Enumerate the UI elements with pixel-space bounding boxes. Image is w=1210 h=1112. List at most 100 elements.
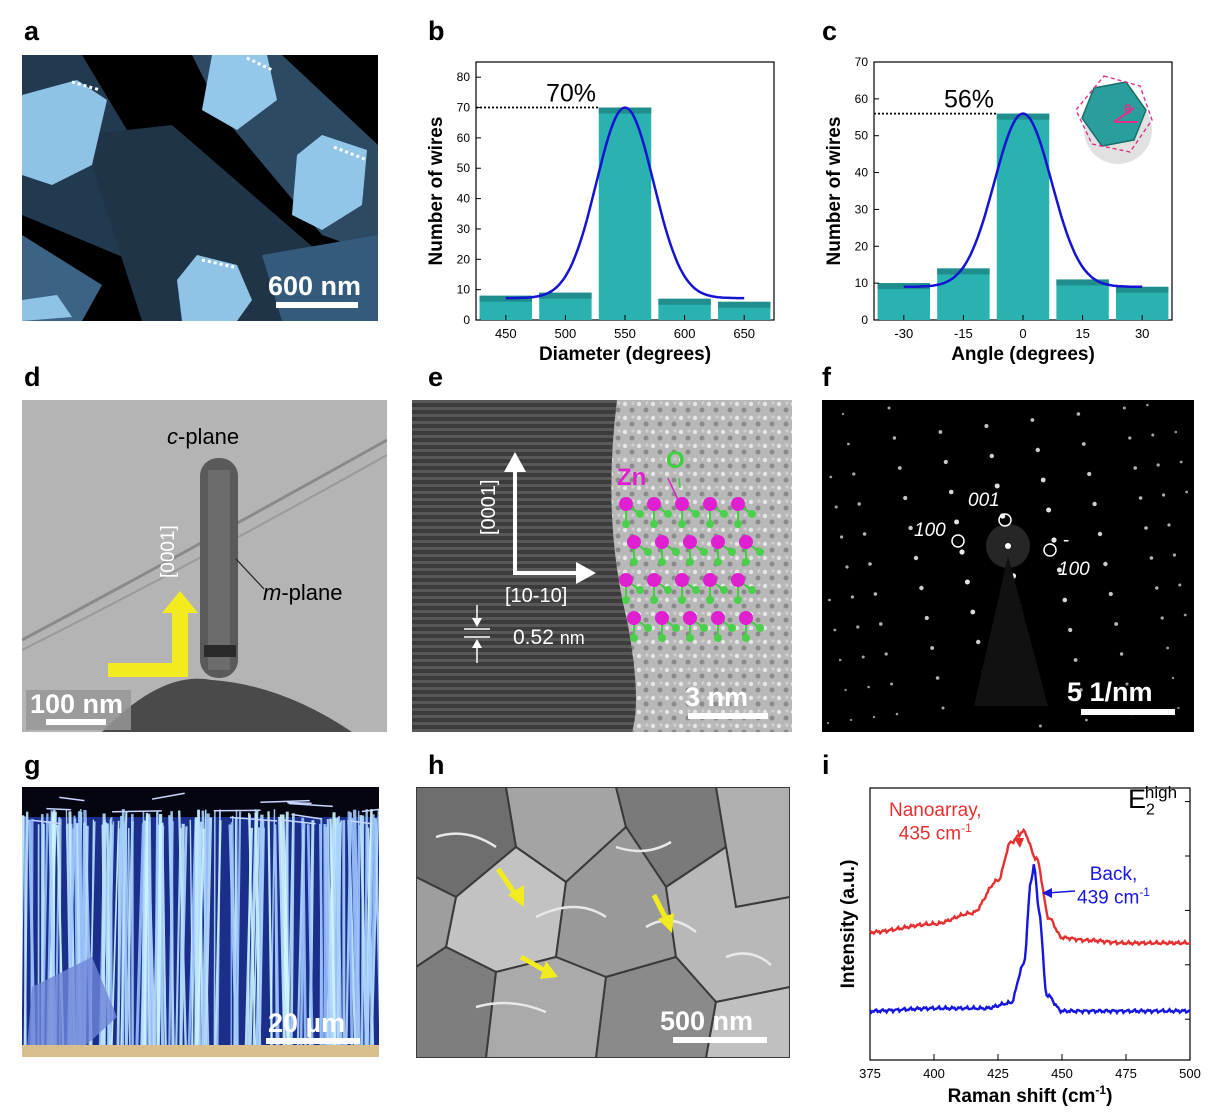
nanowire bbox=[370, 809, 379, 1050]
scale-bar-label-g: 20 µm bbox=[268, 1008, 346, 1038]
diffraction-spot bbox=[1087, 471, 1092, 477]
diffraction-spot bbox=[895, 712, 899, 716]
diffraction-spot bbox=[852, 472, 856, 476]
nanowire bbox=[296, 828, 305, 1050]
nanowire bbox=[365, 814, 375, 1050]
diffraction-spot bbox=[908, 525, 913, 531]
zinc-atom bbox=[675, 573, 689, 587]
xtick-label: 400 bbox=[923, 1066, 945, 1081]
zinc-atom bbox=[739, 535, 753, 549]
direction-vertical-e: [0001] bbox=[478, 479, 500, 535]
oxygen-atom bbox=[700, 548, 708, 556]
debris-cluster bbox=[27, 957, 117, 1049]
oxygen-atom bbox=[650, 520, 658, 528]
bar-top-500 bbox=[539, 292, 592, 299]
panel-label-h: h bbox=[428, 750, 445, 780]
scale-bar-g bbox=[266, 1038, 360, 1044]
oxygen-atom bbox=[742, 634, 750, 642]
nanowire bbox=[214, 820, 222, 1050]
scale-bar-h bbox=[673, 1037, 767, 1043]
nanowire bbox=[135, 822, 146, 1050]
ytick-label: 40 bbox=[855, 166, 869, 180]
bar-top-600 bbox=[658, 298, 711, 305]
scale-bar-a bbox=[276, 302, 358, 308]
nanowire bbox=[318, 823, 325, 1050]
diffraction-spot bbox=[1079, 688, 1083, 692]
xtick-label: 425 bbox=[987, 1066, 1009, 1081]
x-axis-title: Raman shift (cm-1) bbox=[948, 1083, 1113, 1107]
gaussian-fit-line bbox=[903, 112, 1143, 289]
nanowire bbox=[117, 828, 120, 1050]
zinc-atom bbox=[655, 535, 669, 549]
direction-horizontal-e: [10-10] bbox=[505, 585, 568, 607]
ytick-label: 70 bbox=[855, 55, 869, 69]
scale-bar-label-f: 5 1/nm bbox=[1067, 677, 1153, 707]
nanowire bbox=[189, 819, 194, 1050]
sem-image-g bbox=[22, 787, 379, 1057]
diffraction-spot bbox=[1038, 724, 1042, 728]
diffraction-spot bbox=[892, 436, 897, 440]
diffraction-spot bbox=[1046, 507, 1052, 513]
back-exp: -1 bbox=[1139, 884, 1150, 899]
nanowire bbox=[235, 809, 239, 1050]
diffraction-spot bbox=[1177, 706, 1180, 710]
diffraction-spot bbox=[1119, 652, 1124, 656]
diffraction-spot bbox=[1103, 561, 1108, 567]
ytick-label: 40 bbox=[457, 192, 471, 206]
diffraction-spot bbox=[1183, 613, 1187, 617]
nanowire-forest-illustration bbox=[22, 787, 379, 1057]
bar-0 bbox=[996, 113, 1050, 320]
oxygen-atom bbox=[756, 548, 764, 556]
zinc-atom bbox=[619, 497, 633, 511]
zinc-atom bbox=[711, 611, 725, 625]
diffraction-spot bbox=[1040, 477, 1046, 483]
nanoarray-arrow-head bbox=[1014, 838, 1024, 848]
zinc-atom bbox=[683, 611, 697, 625]
panel-label-f: f bbox=[822, 362, 831, 392]
ytick-label: 0 bbox=[463, 313, 470, 327]
oxygen-atom bbox=[700, 624, 708, 632]
nanowire bbox=[213, 810, 216, 1050]
fallen-wire bbox=[287, 801, 312, 805]
oxygen-atom bbox=[664, 586, 672, 594]
x-axis-title-exp: -1 bbox=[1095, 1083, 1106, 1097]
ytick-label: 0 bbox=[861, 313, 868, 327]
spot-label-100: 100 bbox=[914, 520, 946, 541]
ytick-label: 70 bbox=[457, 101, 471, 115]
inset-hex-outline bbox=[1075, 75, 1153, 153]
diffraction-spot bbox=[829, 475, 833, 479]
xtick-label: 650 bbox=[733, 326, 755, 341]
oxygen-atom bbox=[748, 586, 756, 594]
spot-label-minus100-value: 100 bbox=[1058, 559, 1090, 580]
diffraction-spot bbox=[938, 430, 943, 434]
nanowire bbox=[154, 811, 158, 1050]
nanowire bbox=[228, 824, 239, 1050]
bar-top--15 bbox=[937, 268, 990, 275]
oxygen-atom bbox=[636, 586, 644, 594]
spot-001-ring bbox=[998, 513, 1012, 527]
bar-15 bbox=[1056, 279, 1109, 320]
oxygen-atom bbox=[650, 596, 658, 604]
nanowire bbox=[273, 824, 280, 1050]
nanowire bbox=[124, 821, 128, 1050]
plot-frame bbox=[869, 787, 1191, 1061]
xtick-label: 0 bbox=[1019, 326, 1026, 341]
panel-label-c: c bbox=[822, 16, 838, 46]
oxygen-atom bbox=[728, 548, 736, 556]
y-axis-title: Intensity (a.u.) bbox=[838, 860, 859, 989]
diffraction-spot bbox=[1035, 447, 1040, 453]
nanowire bbox=[168, 821, 174, 1050]
oxygen-atom bbox=[720, 586, 728, 594]
diffraction-spot bbox=[873, 592, 878, 596]
nanowire bbox=[267, 811, 273, 1050]
diffraction-spot bbox=[913, 555, 919, 561]
panel-label-a: a bbox=[24, 16, 40, 46]
diffraction-spot bbox=[941, 706, 945, 710]
inset-hexagon: θ bbox=[1075, 75, 1153, 164]
zinc-atom bbox=[647, 573, 661, 587]
diffraction-spot bbox=[1138, 496, 1143, 500]
diffraction-spot bbox=[1062, 597, 1068, 603]
diffraction-spot bbox=[862, 532, 867, 536]
forest-top-bg bbox=[22, 787, 379, 817]
diffraction-spot bbox=[930, 646, 935, 650]
